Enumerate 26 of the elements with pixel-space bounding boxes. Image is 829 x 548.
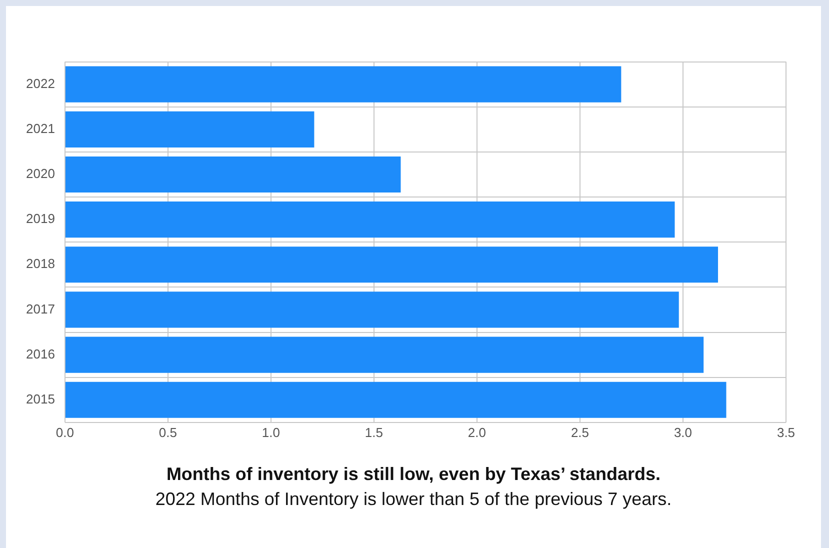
text: Months of inventory is still low, even by Texas’ standards. bbox=[165, 464, 662, 485]
x-tick-label: 0.5 bbox=[158, 424, 177, 440]
x-tick-label: 3.0 bbox=[674, 424, 692, 440]
bar bbox=[65, 156, 401, 193]
bar bbox=[65, 292, 679, 328]
x-tick-label: 1.0 bbox=[262, 424, 280, 440]
bar bbox=[65, 246, 718, 283]
bar bbox=[65, 202, 675, 238]
y-tick-label: 2021 bbox=[26, 120, 55, 136]
text: 2022 Months of Inventory is lower than 5 of the previous 7 years. bbox=[154, 489, 673, 510]
y-tick-label: 2018 bbox=[26, 256, 55, 272]
bar bbox=[65, 111, 314, 148]
x-tick-label: 2.0 bbox=[468, 424, 486, 440]
bar bbox=[65, 336, 704, 373]
bar bbox=[65, 66, 622, 102]
y-tick-label: 2016 bbox=[26, 346, 55, 362]
y-tick-label: 2022 bbox=[26, 76, 55, 91]
bar bbox=[65, 382, 726, 418]
y-tick-label: 2015 bbox=[26, 391, 55, 406]
x-tick-label: 1.5 bbox=[364, 424, 383, 440]
x-tick-label: 0.0 bbox=[56, 424, 74, 440]
x-tick-label: 2.5 bbox=[570, 424, 590, 440]
y-tick-label: 2019 bbox=[26, 211, 55, 226]
y-tick-label: 2020 bbox=[26, 166, 55, 182]
y-tick-label: 2017 bbox=[26, 301, 55, 316]
x-tick-label: 3.5 bbox=[776, 424, 796, 440]
